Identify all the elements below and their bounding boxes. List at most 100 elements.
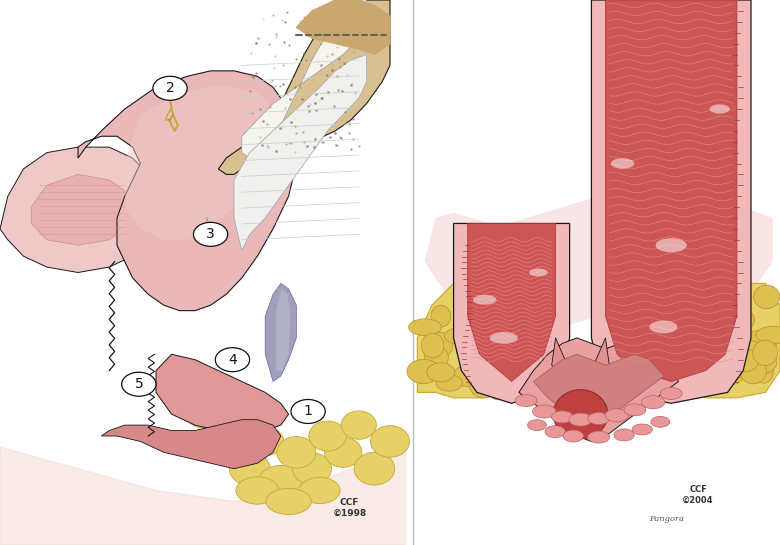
Ellipse shape — [236, 477, 279, 504]
Ellipse shape — [459, 336, 487, 355]
Ellipse shape — [655, 238, 687, 252]
Ellipse shape — [746, 349, 777, 374]
Ellipse shape — [453, 365, 480, 386]
Ellipse shape — [641, 396, 665, 409]
Polygon shape — [242, 0, 367, 158]
Text: CCF
©2004: CCF ©2004 — [682, 485, 714, 505]
Circle shape — [153, 76, 187, 100]
Ellipse shape — [752, 331, 778, 352]
Ellipse shape — [709, 310, 740, 328]
Ellipse shape — [277, 437, 316, 468]
Ellipse shape — [533, 405, 556, 418]
Ellipse shape — [462, 355, 484, 377]
Ellipse shape — [491, 371, 516, 389]
Ellipse shape — [421, 334, 444, 358]
Ellipse shape — [476, 294, 506, 313]
Circle shape — [215, 348, 250, 372]
Ellipse shape — [738, 341, 763, 361]
Ellipse shape — [746, 331, 768, 350]
Ellipse shape — [354, 452, 395, 485]
Ellipse shape — [740, 358, 767, 384]
Ellipse shape — [699, 348, 729, 363]
Ellipse shape — [718, 348, 743, 365]
Ellipse shape — [484, 314, 506, 330]
Ellipse shape — [470, 371, 499, 398]
Polygon shape — [424, 196, 773, 327]
Polygon shape — [0, 147, 156, 272]
Ellipse shape — [491, 377, 521, 393]
Ellipse shape — [424, 346, 448, 369]
Polygon shape — [591, 0, 751, 403]
Ellipse shape — [735, 355, 764, 372]
Ellipse shape — [753, 285, 780, 308]
Text: 5: 5 — [134, 377, 144, 391]
Ellipse shape — [485, 354, 518, 377]
Ellipse shape — [588, 413, 610, 425]
Ellipse shape — [516, 395, 537, 407]
Ellipse shape — [551, 411, 573, 423]
Ellipse shape — [445, 328, 475, 344]
Ellipse shape — [664, 335, 697, 352]
Ellipse shape — [733, 349, 759, 372]
Ellipse shape — [697, 302, 724, 324]
Ellipse shape — [216, 410, 251, 440]
Ellipse shape — [545, 426, 565, 438]
Ellipse shape — [186, 401, 219, 428]
Polygon shape — [234, 54, 367, 251]
Text: 1: 1 — [303, 404, 313, 419]
Polygon shape — [276, 289, 290, 371]
Ellipse shape — [300, 477, 340, 504]
Ellipse shape — [675, 341, 697, 368]
Polygon shape — [553, 390, 608, 439]
Polygon shape — [31, 174, 133, 245]
Polygon shape — [296, 0, 390, 54]
Ellipse shape — [409, 319, 441, 336]
Ellipse shape — [756, 326, 780, 344]
Polygon shape — [218, 0, 390, 174]
Polygon shape — [468, 223, 555, 382]
Ellipse shape — [478, 316, 503, 338]
Ellipse shape — [246, 427, 284, 456]
Ellipse shape — [753, 340, 778, 366]
Ellipse shape — [588, 431, 610, 443]
Ellipse shape — [605, 409, 629, 422]
Ellipse shape — [726, 361, 752, 378]
Polygon shape — [605, 0, 737, 382]
Ellipse shape — [486, 373, 512, 400]
Ellipse shape — [569, 413, 592, 426]
Ellipse shape — [200, 431, 237, 463]
Ellipse shape — [614, 429, 634, 441]
Text: 3: 3 — [206, 227, 215, 241]
Ellipse shape — [611, 158, 634, 169]
Ellipse shape — [459, 336, 494, 360]
Ellipse shape — [632, 424, 652, 435]
Polygon shape — [454, 223, 569, 403]
Ellipse shape — [694, 366, 723, 383]
Ellipse shape — [370, 426, 410, 457]
Text: 4: 4 — [228, 353, 237, 367]
Circle shape — [122, 372, 156, 396]
Polygon shape — [125, 87, 273, 240]
Ellipse shape — [490, 288, 519, 313]
Ellipse shape — [292, 453, 332, 485]
Polygon shape — [265, 283, 296, 382]
Ellipse shape — [427, 363, 455, 382]
Polygon shape — [551, 338, 609, 414]
Text: CCF
©1998: CCF ©1998 — [332, 498, 367, 518]
Circle shape — [291, 399, 325, 423]
Ellipse shape — [681, 372, 715, 387]
Ellipse shape — [563, 430, 583, 442]
Circle shape — [193, 222, 228, 246]
Ellipse shape — [342, 411, 377, 439]
Ellipse shape — [472, 306, 503, 323]
Ellipse shape — [686, 321, 716, 348]
Polygon shape — [156, 354, 289, 436]
Ellipse shape — [720, 307, 754, 332]
Ellipse shape — [427, 332, 453, 358]
Ellipse shape — [721, 359, 745, 384]
Ellipse shape — [651, 416, 670, 427]
Ellipse shape — [649, 320, 677, 334]
Polygon shape — [671, 283, 780, 398]
Ellipse shape — [661, 387, 682, 399]
Ellipse shape — [690, 336, 716, 354]
